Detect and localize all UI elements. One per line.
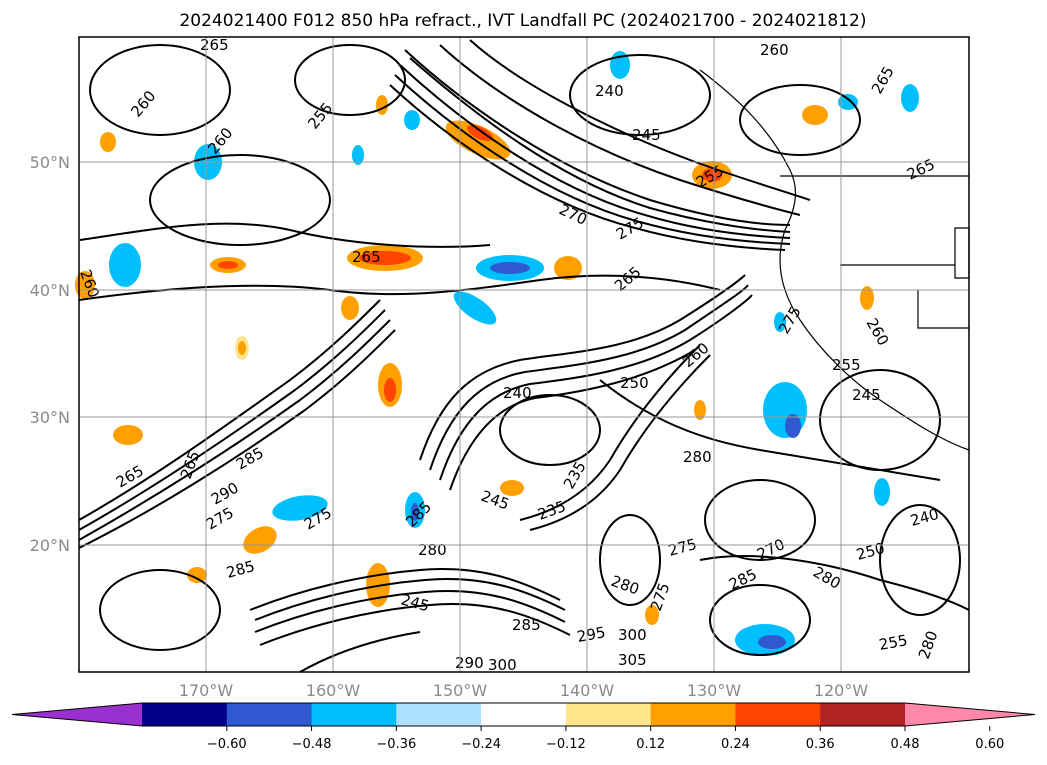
contour-label: 280 — [683, 448, 712, 466]
contour-label: 245 — [852, 386, 881, 404]
colorbar-tick-label: −0.48 — [292, 737, 332, 752]
contour-label: 285 — [512, 616, 541, 634]
contour-label: 265 — [200, 36, 229, 54]
contour-label: 300 — [618, 626, 647, 644]
lat-label: 50°N — [30, 153, 70, 172]
colorbar-extend-low — [12, 703, 142, 726]
lat-label: 30°N — [30, 408, 70, 427]
map-panel: 265 260 260 255 240 245 265 255 260 265 … — [75, 36, 970, 674]
colorbar-segment — [226, 703, 313, 726]
colorbar-segment — [142, 703, 228, 726]
colorbar-segment — [650, 703, 736, 726]
lat-label: 20°N — [30, 536, 70, 555]
lon-label: 150°W — [433, 681, 488, 700]
colorbar-segment — [481, 703, 567, 726]
longitude-labels: 170°W 160°W 150°W 140°W 130°W 120°W — [179, 681, 869, 700]
colorbar-segment — [396, 703, 482, 726]
contour-label: 290 — [455, 654, 484, 672]
contour-label: 240 — [595, 82, 624, 100]
coastline — [699, 69, 970, 451]
graticule — [79, 37, 969, 672]
colorbar-tick-label: 0.48 — [891, 737, 920, 752]
colorbar-tick-label: −0.12 — [546, 737, 586, 752]
contour-label: 245 — [632, 126, 661, 144]
refractivity-contours — [78, 39, 970, 673]
colorbar-segment — [820, 703, 906, 726]
contour-label: 250 — [620, 374, 649, 392]
figure-title: 2024021400 F012 850 hPa refract., IVT La… — [179, 11, 866, 31]
colorbar-tick-label: −0.60 — [207, 737, 247, 752]
colorbar-segment — [311, 703, 397, 726]
contour-label: 255 — [878, 631, 909, 654]
latitude-labels: 50°N 40°N 30°N 20°N — [30, 153, 70, 555]
colorbar-segment — [565, 703, 652, 726]
lon-label: 170°W — [179, 681, 234, 700]
lon-label: 160°W — [306, 681, 361, 700]
contour-label: 305 — [618, 651, 647, 669]
lat-label: 40°N — [30, 281, 70, 300]
lon-label: 130°W — [687, 681, 742, 700]
lon-label: 120°W — [814, 681, 869, 700]
colorbar: −0.60 −0.48 −0.36 −0.24 −0.12 0.12 0.24 0.36 0.4… — [11, 702, 1036, 752]
colorbar-tick-label: −0.36 — [376, 737, 416, 752]
colorbar-extend-high — [905, 703, 1035, 726]
contour-label: 295 — [576, 623, 607, 646]
contour-label: 300 — [488, 656, 517, 674]
contour-label: 240 — [503, 384, 532, 402]
lon-label: 140°W — [560, 681, 615, 700]
contour-label: 260 — [760, 41, 789, 59]
contour-label: 255 — [832, 356, 861, 374]
colorbar-tick-label: 0.36 — [806, 737, 835, 752]
colorbar-tick-label: −0.24 — [461, 737, 501, 752]
colorbar-tick-label: 0.60 — [975, 737, 1004, 752]
colorbar-tick-label: 0.12 — [636, 737, 665, 752]
contour-label: 280 — [418, 541, 447, 559]
colorbar-tick-label: 0.24 — [721, 737, 750, 752]
contour-label: 265 — [352, 248, 381, 266]
colorbar-segment — [735, 703, 821, 726]
